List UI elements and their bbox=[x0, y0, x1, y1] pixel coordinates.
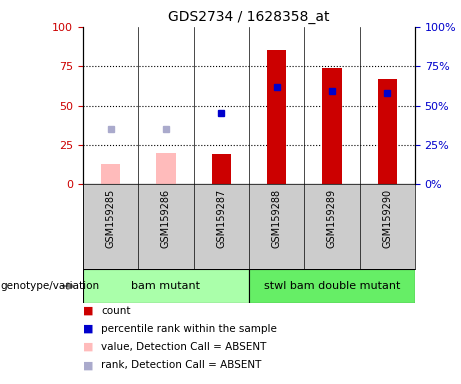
Text: percentile rank within the sample: percentile rank within the sample bbox=[101, 324, 278, 334]
Text: GSM159287: GSM159287 bbox=[216, 189, 226, 248]
Bar bbox=[212, 154, 231, 184]
Text: GSM159286: GSM159286 bbox=[161, 189, 171, 248]
Text: ■: ■ bbox=[83, 324, 94, 334]
Bar bbox=[83, 269, 249, 303]
Bar bbox=[249, 269, 415, 303]
Text: GSM159285: GSM159285 bbox=[106, 189, 116, 248]
Bar bbox=[378, 79, 397, 184]
Text: stwl bam double mutant: stwl bam double mutant bbox=[264, 281, 400, 291]
Text: value, Detection Call = ABSENT: value, Detection Call = ABSENT bbox=[101, 342, 267, 352]
Text: rank, Detection Call = ABSENT: rank, Detection Call = ABSENT bbox=[101, 360, 262, 370]
Bar bbox=[322, 68, 342, 184]
Text: ■: ■ bbox=[83, 342, 94, 352]
Text: GSM159289: GSM159289 bbox=[327, 189, 337, 248]
Text: ■: ■ bbox=[83, 306, 94, 316]
Text: ■: ■ bbox=[83, 360, 94, 370]
Text: count: count bbox=[101, 306, 131, 316]
Text: GSM159288: GSM159288 bbox=[272, 189, 282, 248]
Text: genotype/variation: genotype/variation bbox=[0, 281, 100, 291]
Text: bam mutant: bam mutant bbox=[131, 281, 201, 291]
Bar bbox=[156, 153, 176, 184]
Title: GDS2734 / 1628358_at: GDS2734 / 1628358_at bbox=[168, 10, 330, 25]
Bar bbox=[101, 164, 120, 184]
Bar bbox=[267, 50, 286, 184]
Text: GSM159290: GSM159290 bbox=[382, 189, 392, 248]
